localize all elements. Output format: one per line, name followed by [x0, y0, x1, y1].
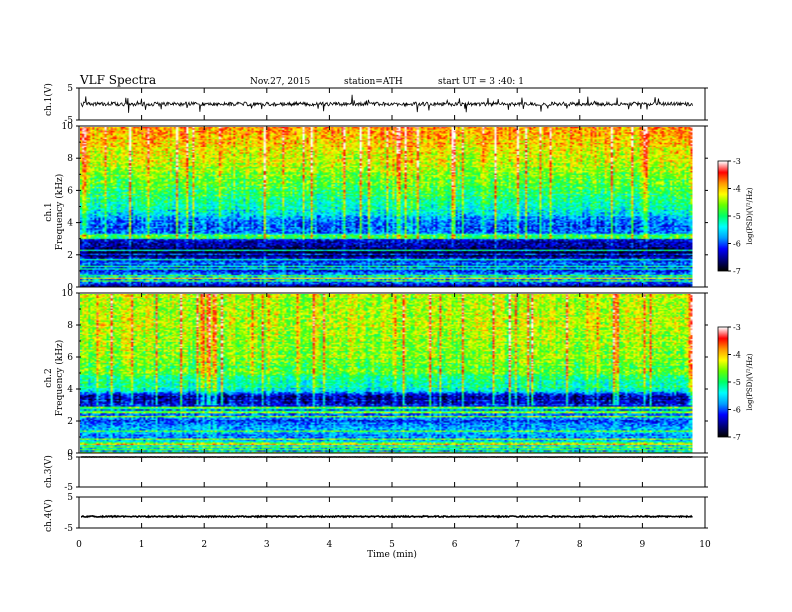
ch1-colorbar: -3 -4 -5 -6 -7 log(PSD)(V²/Hz): [717, 157, 754, 276]
x-tick-label: 5: [389, 540, 395, 550]
y-tick-label: -5: [64, 524, 73, 534]
y-tick-label: 10: [62, 289, 74, 299]
y-tick-label: 4: [67, 219, 73, 229]
y-tick-label: 0: [67, 283, 73, 293]
ch2-colorbar: -3 -4 -5 -6 -7 log(PSD)(V²/Hz): [717, 323, 754, 442]
y-tick-label: 6: [67, 353, 73, 363]
waveform-trace: [80, 94, 693, 113]
ch2-spectrogram-panel: 0 2 4 6 8 10: [62, 289, 708, 459]
colorbar-tick-label: -6: [733, 240, 741, 249]
x-tick-label: 8: [577, 540, 583, 550]
y-tick-label: 4: [67, 385, 73, 395]
y-tick-label: 5: [67, 453, 73, 463]
y-tick-label: 5: [67, 84, 73, 94]
y-tick-label: 10: [62, 122, 74, 132]
ch1-waveform-panel: 5 -5: [64, 84, 708, 126]
figure-title: VLF Spectra: [79, 73, 156, 87]
colorbar-tick-label: -3: [733, 157, 741, 166]
ch1-name-label: ch.1: [44, 202, 54, 221]
x-tick-label: 3: [264, 540, 270, 550]
start-time-label: start UT = 3 :40: 1: [438, 77, 524, 87]
ch4-waveform-panel: 5 -5: [64, 493, 708, 534]
colorbar-tick-label: -4: [733, 185, 741, 194]
x-tick-label: 2: [201, 540, 207, 550]
y-tick-label: -5: [64, 483, 73, 493]
y-tick-label: 5: [67, 493, 73, 503]
colorbar-gradient: [718, 327, 728, 437]
colorbar-tick-label: -4: [733, 351, 741, 360]
y-tick-label: -5: [64, 116, 73, 126]
colorbar-label: log(PSD)(V²/Hz): [746, 187, 754, 244]
colorbar-tick-label: -7: [733, 433, 741, 442]
date-label: Nov.27, 2015: [250, 77, 311, 87]
ch2-name-label: ch.2: [44, 368, 54, 387]
colorbar-gradient: [718, 161, 728, 271]
x-tick-label: 6: [452, 540, 458, 550]
ch1-spectrogram-panel: 0 2 4 6 8 10: [62, 122, 708, 293]
colorbar-tick-label: -6: [733, 406, 741, 415]
station-label: station=ATH: [344, 77, 403, 87]
y-tick-label: 8: [67, 321, 73, 331]
spectrogram-image: [80, 127, 693, 287]
colorbar-tick-label: -5: [733, 378, 741, 387]
x-tick-label: 0: [76, 540, 82, 550]
x-tick-label: 9: [640, 540, 646, 550]
y-tick-label: 2: [67, 417, 73, 427]
ch4-volts-label: ch.4(V): [43, 499, 54, 532]
ch2-frequency-label: Frequency (kHz): [54, 340, 65, 417]
y-tick-label: 8: [67, 154, 73, 164]
time-axis: 0 1 2 3 4 5 6 7 8 9 10: [76, 540, 711, 550]
ch3-waveform-panel: 5 -5: [64, 453, 708, 493]
waveform-trace: [81, 514, 693, 519]
y-tick-label: 0: [67, 449, 73, 459]
colorbar-tick-label: -5: [733, 212, 741, 221]
colorbars: -3 -4 -5 -6 -7 log(PSD)(V²/Hz) -3 -4 -5 -6 -7 log(P…: [717, 157, 754, 442]
x-tick-label: 7: [514, 540, 520, 550]
colorbar-tick-label: -3: [733, 323, 741, 332]
ch1-frequency-label: Frequency (kHz): [54, 174, 65, 251]
ch3-volts-label: ch.3(V): [43, 455, 54, 488]
colorbar-tick-label: -7: [733, 267, 741, 276]
x-tick-label: 10: [699, 540, 711, 550]
colorbar-label: log(PSD)(V²/Hz): [746, 353, 754, 410]
x-tick-label: 4: [327, 540, 333, 550]
x-tick-label: 1: [139, 540, 145, 550]
spectrogram-image: [80, 294, 693, 453]
ch1-volts-label: ch.1(V): [43, 83, 54, 116]
y-tick-label: 6: [67, 186, 73, 196]
y-tick-label: 2: [67, 251, 73, 261]
x-axis-title: Time (min): [367, 549, 417, 560]
